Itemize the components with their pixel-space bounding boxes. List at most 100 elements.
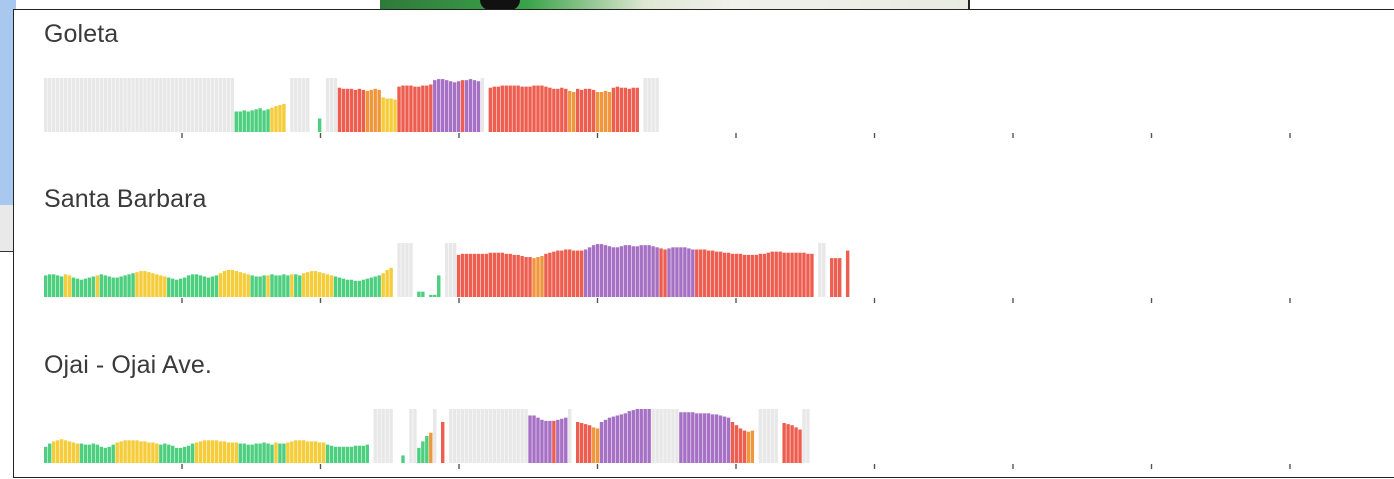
aqi-bar (115, 442, 119, 463)
aqi-bar (429, 432, 433, 463)
no-data-bar (107, 78, 111, 132)
no-data-bar (516, 409, 520, 463)
no-data-bar (135, 78, 139, 132)
aqi-bar (302, 273, 306, 297)
no-data-bar (131, 78, 135, 132)
no-data-bar (51, 78, 56, 132)
aqi-bar (421, 291, 425, 297)
aqi-bar (91, 276, 96, 297)
aqi-bar (766, 252, 770, 297)
aqi-bar (397, 86, 401, 132)
no-data-bar (500, 409, 504, 463)
aqi-bar (635, 409, 639, 463)
aqi-bar (556, 88, 560, 132)
no-data-bar (651, 78, 655, 132)
aqi-bar (115, 277, 119, 297)
aqi-bar (381, 97, 385, 132)
no-data-bar (659, 409, 663, 463)
aqi-bar (468, 253, 473, 297)
aqi-bar (163, 443, 167, 463)
no-data-bar (568, 409, 572, 463)
aqi-bar (198, 275, 203, 297)
aqi-bar (317, 442, 322, 463)
aqi-bar (282, 103, 286, 132)
aqi-bar (798, 429, 802, 463)
aqi-bar (353, 445, 358, 463)
no-data-bar (405, 243, 409, 297)
aqi-bar (512, 254, 516, 297)
no-data-bar (409, 243, 413, 297)
no-data-bar (774, 409, 778, 463)
aqi-bar (683, 247, 687, 297)
aqi-bar (568, 249, 572, 297)
no-data-bar (111, 78, 115, 132)
aqi-bar (369, 89, 373, 132)
aqi-bar (294, 440, 298, 463)
aqi-bar (734, 425, 739, 463)
no-data-bar (210, 78, 215, 132)
no-data-bar (480, 78, 485, 132)
aqi-bar (353, 89, 358, 132)
aqi-bar (329, 275, 334, 297)
aqi-bar (83, 444, 88, 463)
aqi-bar (532, 415, 536, 463)
aqi-bar (123, 440, 127, 463)
aqi-bar (742, 254, 747, 297)
no-data-bar (155, 78, 159, 132)
aqi-bar (583, 88, 588, 132)
aqi-bar (667, 248, 671, 297)
no-data-bar (99, 78, 103, 132)
aqi-bar (552, 420, 556, 463)
aqi-bar (595, 244, 600, 297)
no-data-bar (325, 78, 330, 132)
no-data-bar (333, 78, 338, 132)
aqi-bar (627, 88, 632, 132)
aqi-bar (238, 111, 242, 132)
aqi-bar (718, 251, 723, 297)
no-data-bar (178, 78, 183, 132)
no-data-bar (290, 78, 294, 132)
aqi-bar (718, 415, 723, 463)
aqi-bar (488, 252, 493, 297)
aqi-bar (87, 277, 92, 297)
aqi-bar (365, 444, 369, 463)
aqi-bar (329, 445, 334, 463)
no-data-bar (230, 78, 235, 132)
no-data-bar (186, 78, 191, 132)
aqi-bar (615, 247, 620, 297)
no-data-bar (123, 78, 127, 132)
aqi-bar (643, 245, 647, 297)
aqi-bar (230, 270, 235, 297)
aqi-bar (155, 443, 159, 463)
aqi-bar (234, 111, 238, 132)
aqi-bar (433, 294, 437, 297)
aqi-bar (321, 442, 326, 463)
aqi-bar (51, 274, 56, 297)
aqi-bar (552, 88, 556, 132)
no-data-bar (818, 243, 822, 297)
aqi-bar (266, 443, 270, 463)
aqi-bar (127, 274, 131, 297)
aqi-bar (564, 417, 568, 463)
no-data-bar (79, 78, 84, 132)
aqi-bar (401, 455, 405, 463)
aqi-bar (425, 436, 429, 463)
no-data-bar (504, 409, 508, 463)
no-data-bar (397, 243, 401, 297)
aqi-bar (750, 430, 755, 463)
no-data-bar (63, 78, 68, 132)
aqi-bar (603, 90, 608, 132)
aqi-bar (214, 440, 219, 463)
aqi-bar (71, 277, 76, 297)
aqi-bar (250, 444, 254, 463)
aqi-bar (611, 247, 616, 297)
aqi-bar (647, 409, 651, 463)
aqi-bar (337, 277, 342, 297)
no-data-bar (302, 78, 306, 132)
aqi-bar (699, 413, 703, 463)
aqi-bar (695, 249, 699, 297)
background-map-edge (968, 0, 970, 10)
aqi-bar (167, 444, 171, 463)
aqi-bar (699, 249, 703, 297)
aqi-bar (560, 87, 564, 132)
